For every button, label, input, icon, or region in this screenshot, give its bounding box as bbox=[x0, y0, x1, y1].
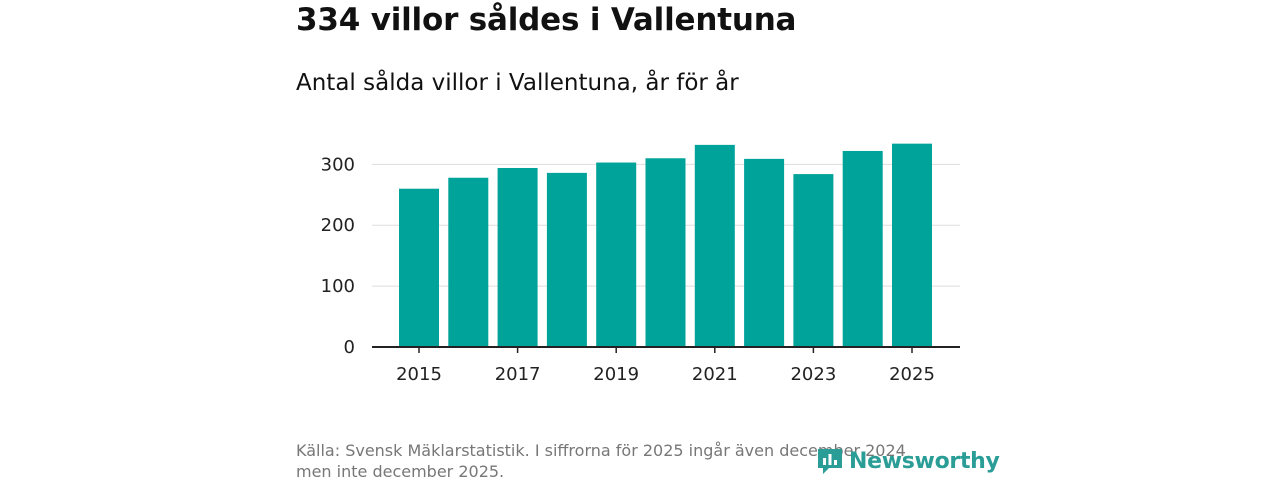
bar-2024 bbox=[842, 150, 883, 347]
x-tick-label-2019: 2019 bbox=[593, 364, 639, 385]
bar-2023 bbox=[793, 174, 834, 347]
bar-2021 bbox=[694, 144, 735, 347]
source-line-1: Källa: Svensk Mäklarstatistik. I siffror… bbox=[296, 441, 906, 460]
bar-2025 bbox=[892, 143, 932, 347]
source-line-2: men inte december 2025. bbox=[296, 462, 505, 480]
chart-title: 334 villor såldes i Vallentuna bbox=[296, 2, 797, 38]
x-tick-label-2015: 2015 bbox=[396, 364, 442, 385]
y-tick-label-300: 300 bbox=[321, 154, 355, 175]
y-tick-label-200: 200 bbox=[321, 215, 355, 236]
x-tick-label-2017: 2017 bbox=[495, 364, 541, 385]
bar-2017 bbox=[497, 168, 538, 347]
x-tick-label-2025: 2025 bbox=[889, 364, 935, 385]
bar-2018 bbox=[546, 172, 587, 347]
newsworthy-logo: Newsworthy bbox=[815, 446, 1000, 476]
x-tick-label-2021: 2021 bbox=[692, 364, 738, 385]
chart-subtitle: Antal sålda villor i Vallentuna, år för … bbox=[296, 70, 739, 96]
bar-2016 bbox=[448, 177, 489, 347]
logo-chart-icon bbox=[818, 449, 842, 474]
bar-2015 bbox=[399, 188, 439, 347]
logo-text: Newsworthy bbox=[849, 448, 1000, 474]
bar-2022 bbox=[744, 158, 785, 347]
y-tick-label-100: 100 bbox=[321, 276, 355, 297]
x-tick-label-2023: 2023 bbox=[790, 364, 836, 385]
source-note: Källa: Svensk Mäklarstatistik. I siffror… bbox=[296, 440, 956, 480]
bar-2020 bbox=[645, 158, 686, 347]
y-tick-label-0: 0 bbox=[344, 337, 355, 358]
bar-2019 bbox=[596, 162, 637, 347]
